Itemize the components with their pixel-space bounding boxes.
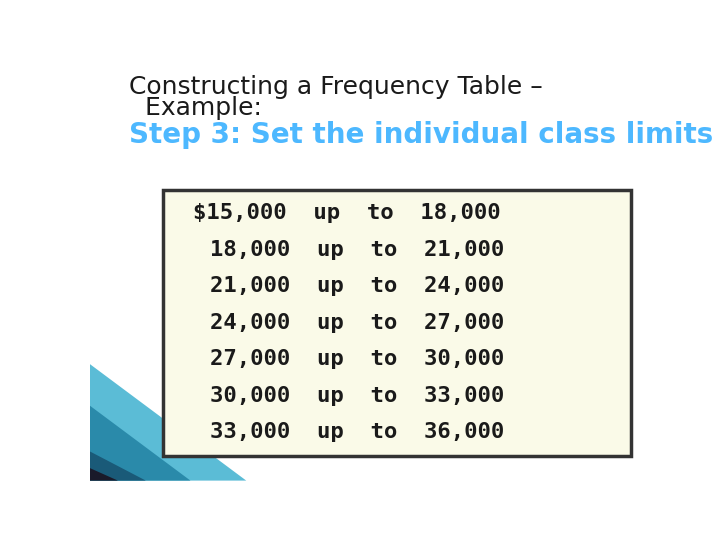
Polygon shape	[90, 451, 145, 481]
Text: Example:: Example:	[129, 96, 262, 120]
Polygon shape	[90, 406, 190, 481]
Text: 24,000  up  to  27,000: 24,000 up to 27,000	[210, 313, 504, 333]
Text: 33,000  up  to  36,000: 33,000 up to 36,000	[210, 422, 504, 442]
Polygon shape	[90, 364, 246, 481]
Text: $15,000  up  to  18,000: $15,000 up to 18,000	[193, 203, 501, 223]
Bar	[163, 190, 631, 456]
Text: Constructing a Frequency Table –: Constructing a Frequency Table –	[129, 75, 543, 99]
Text: 27,000  up  to  30,000: 27,000 up to 30,000	[210, 349, 504, 369]
Polygon shape	[90, 468, 118, 481]
Text: Step 3: Set the individual class limits: Step 3: Set the individual class limits	[129, 121, 714, 149]
Text: 18,000  up  to  21,000: 18,000 up to 21,000	[210, 240, 504, 260]
Text: 21,000  up  to  24,000: 21,000 up to 24,000	[210, 276, 504, 296]
Text: 30,000  up  to  33,000: 30,000 up to 33,000	[210, 386, 504, 406]
